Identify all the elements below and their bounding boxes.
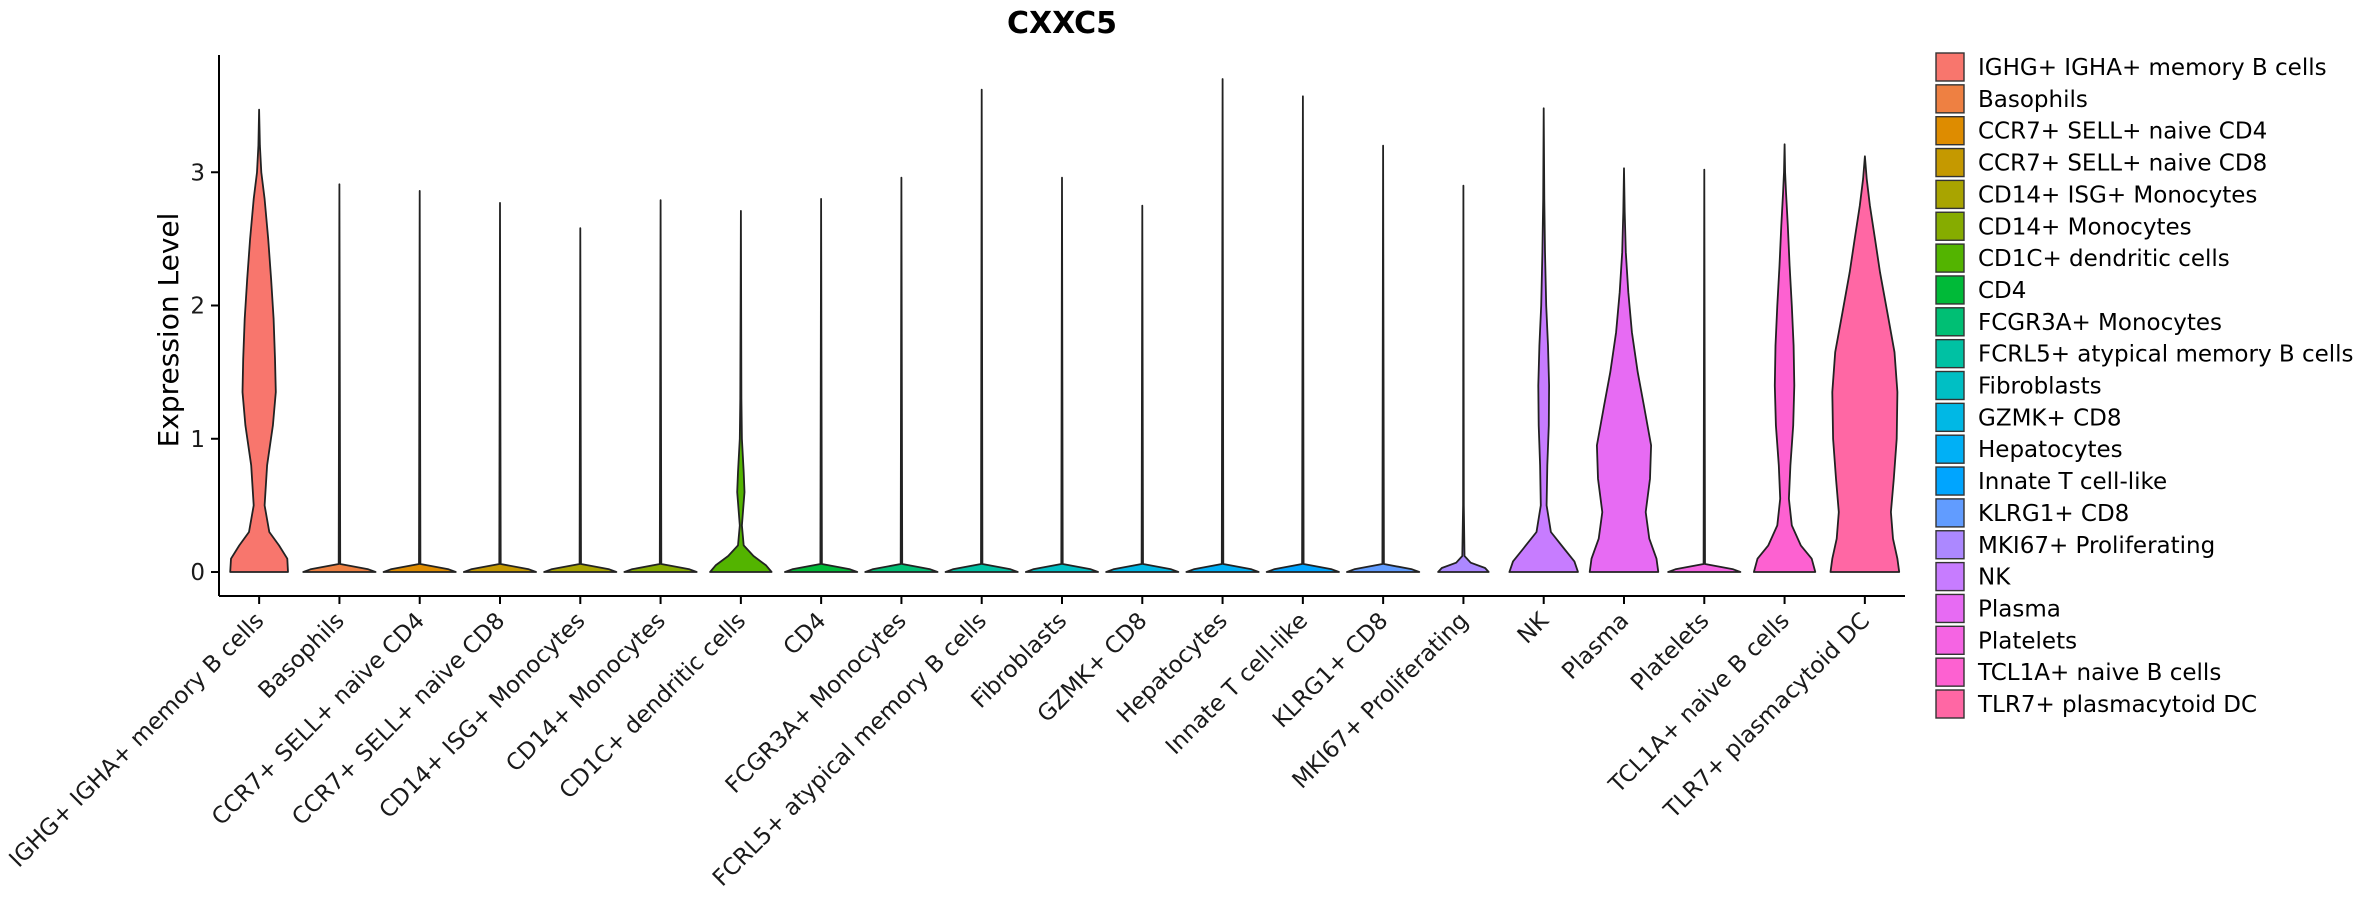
legend-swatch: [1935, 370, 1965, 401]
x-tick-label: Innate T cell-like: [1161, 608, 1313, 760]
violin-10: [944, 88, 1019, 573]
legend-swatch: [1935, 402, 1965, 433]
legend-swatch: [1935, 338, 1965, 369]
y-tick-label: 3: [190, 160, 205, 186]
legend-swatch: [1935, 593, 1965, 624]
legend-swatch: [1935, 530, 1965, 560]
legend-label: CD4: [1978, 278, 2026, 304]
violin-2: [302, 183, 377, 573]
legend-swatch: [1935, 147, 1965, 178]
legend-swatch: [1935, 275, 1965, 305]
violin-20: [1753, 143, 1817, 573]
legend-swatch: [1935, 84, 1965, 114]
violins-group: [229, 78, 1901, 573]
legend-swatch: [1935, 625, 1965, 655]
legend-label: GZMK+ CD8: [1978, 405, 2122, 431]
legend-label: MKI67+ Proliferating: [1978, 533, 2215, 559]
y-tick-label: 0: [190, 560, 205, 586]
legend-swatch: [1935, 434, 1965, 464]
legend-swatch: [1935, 211, 1965, 241]
legend-label: Hepatocytes: [1978, 437, 2123, 463]
legend-swatch: [1935, 52, 1965, 82]
violin-21: [1829, 155, 1901, 573]
violin-4: [463, 202, 537, 573]
violin-14: [1265, 95, 1340, 573]
violin-18: [1588, 167, 1660, 573]
legend-label: KLRG1+ CD8: [1978, 501, 2129, 527]
legend-swatch: [1935, 689, 1965, 719]
legend: IGHG+ IGHA+ memory B cells Basophils CCR7+…: [1935, 52, 2354, 719]
x-tick-label: IGHG+ IGHA+ memory B cells: [5, 608, 270, 873]
legend-swatch: [1935, 179, 1965, 210]
legend-swatch: [1935, 243, 1965, 273]
violin-5: [543, 227, 618, 573]
legend-label: Basophils: [1978, 87, 2088, 113]
legend-label: CD14+ Monocytes: [1978, 214, 2192, 240]
legend-label: NK: [1978, 565, 2011, 591]
x-tick-label: Plasma: [1557, 608, 1634, 685]
legend-label: IGHG+ IGHA+ memory B cells: [1978, 55, 2327, 81]
violin-17: [1508, 107, 1579, 573]
legend-label: TLR7+ plasmacytoid DC: [1977, 692, 2257, 718]
chart-title: CXXC5: [1007, 6, 1117, 41]
violin-11: [1025, 176, 1099, 573]
x-tick-label: NK: [1513, 607, 1555, 649]
legend-label: CD1C+ dendritic cells: [1978, 246, 2230, 272]
legend-swatch: [1935, 466, 1965, 496]
violin-7: [709, 210, 773, 573]
legend-label: FCRL5+ atypical memory B cells: [1978, 342, 2354, 368]
legend-swatch: [1935, 115, 1965, 146]
violin-8: [784, 198, 859, 573]
violin-12: [1105, 204, 1180, 573]
legend-label: Fibroblasts: [1978, 374, 2102, 400]
y-tick-label: 1: [190, 427, 205, 453]
x-tick-label: CD14+ Monocytes: [501, 608, 670, 777]
x-tick-label: CD4: [779, 608, 832, 661]
violin-19: [1667, 168, 1742, 573]
legend-label: Platelets: [1978, 628, 2077, 654]
y-axis-label: Expression Level: [152, 213, 185, 448]
legend-swatch: [1935, 657, 1965, 687]
y-tick-label: 2: [190, 294, 205, 320]
violin-3: [382, 190, 457, 573]
legend-label: TCL1A+ naive B cells: [1977, 660, 2221, 686]
legend-swatch: [1935, 498, 1965, 528]
legend-label: FCGR3A+ Monocytes: [1978, 310, 2222, 336]
legend-swatch: [1935, 561, 1965, 592]
violin-13: [1185, 78, 1260, 573]
violin-15: [1346, 144, 1421, 573]
legend-label: Plasma: [1978, 596, 2061, 622]
violin-9: [864, 176, 939, 573]
legend-label: CD14+ ISG+ Monocytes: [1978, 182, 2257, 208]
legend-swatch: [1935, 307, 1965, 337]
violin-6: [623, 199, 698, 573]
violin-1: [229, 108, 289, 573]
legend-label: Innate T cell-like: [1978, 469, 2167, 495]
legend-label: CCR7+ SELL+ naive CD8: [1978, 151, 2267, 177]
legend-label: CCR7+ SELL+ naive CD4: [1978, 119, 2267, 145]
violin-16: [1437, 184, 1490, 573]
